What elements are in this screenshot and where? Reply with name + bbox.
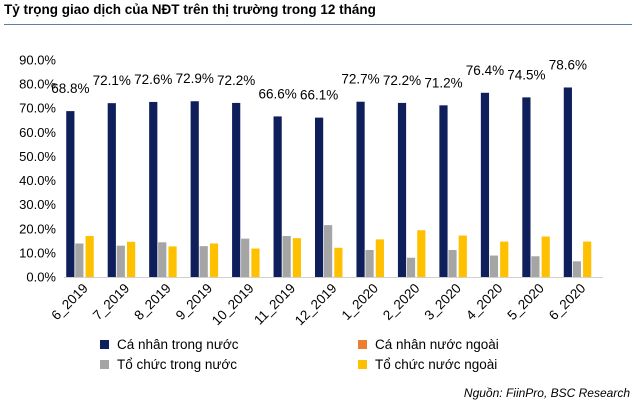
bar-4 bbox=[375, 239, 384, 277]
x-tick-label: 11_2019 bbox=[251, 281, 298, 328]
x-tick-label: 12_2019 bbox=[292, 281, 340, 329]
legend-item-ca-nhan-nuoc-ngoai: Cá nhân nước ngoài bbox=[358, 337, 499, 352]
bar-4 bbox=[583, 241, 592, 277]
data-label: 72.2% bbox=[383, 73, 421, 88]
legend-swatch bbox=[358, 340, 367, 349]
y-tick-label: 30.0% bbox=[19, 197, 56, 212]
data-label: 72.1% bbox=[93, 73, 131, 88]
bar-3 bbox=[282, 236, 291, 277]
x-tick-label: 8_2019 bbox=[131, 281, 173, 323]
data-label: 74.5% bbox=[507, 67, 545, 82]
source-note: Nguồn: FiinPro, BSC Research bbox=[463, 386, 630, 400]
x-tick-label: 1_2020 bbox=[339, 281, 381, 323]
bar-3 bbox=[116, 245, 125, 277]
y-tick-label: 50.0% bbox=[19, 149, 56, 164]
bar-1 bbox=[356, 101, 365, 277]
bar-3 bbox=[75, 243, 84, 277]
data-label: 72.7% bbox=[341, 72, 379, 87]
x-tick-label: 2_2020 bbox=[380, 281, 422, 323]
bar-3 bbox=[489, 255, 499, 277]
bar-1 bbox=[439, 105, 448, 277]
bar-1 bbox=[66, 111, 75, 277]
x-tick-label: 6_2020 bbox=[546, 281, 588, 323]
bar-3 bbox=[324, 225, 333, 277]
bar-1 bbox=[190, 101, 199, 277]
legend-item-to-chuc-nuoc-ngoai: Tổ chức nước ngoài bbox=[358, 357, 497, 372]
x-tick-label: 4_2020 bbox=[463, 281, 505, 323]
data-label: 78.6% bbox=[549, 57, 587, 72]
y-tick-label: 90.0% bbox=[19, 53, 56, 68]
legend-item-ca-nhan-trong-nuoc: Cá nhân trong nước bbox=[100, 337, 238, 352]
bar-3 bbox=[241, 238, 250, 277]
chart-title: Tỷ trọng giao dịch của NĐT trên thị trườ… bbox=[4, 2, 376, 17]
legend-label: Cá nhân nước ngoài bbox=[375, 337, 499, 352]
bar-3 bbox=[531, 256, 540, 277]
bar-1 bbox=[232, 102, 241, 277]
data-label: 68.8% bbox=[51, 81, 89, 96]
data-label: 72.9% bbox=[176, 71, 214, 86]
bar-1 bbox=[315, 117, 324, 278]
data-label: 66.6% bbox=[258, 86, 296, 101]
y-tick-label: 60.0% bbox=[19, 125, 56, 140]
y-tick-label: 20.0% bbox=[19, 221, 56, 236]
bar-3 bbox=[406, 257, 416, 277]
bar-3 bbox=[448, 249, 457, 277]
bar-4 bbox=[417, 230, 426, 277]
bar-4 bbox=[168, 246, 177, 277]
bar-3 bbox=[365, 249, 374, 277]
y-tick-label: 80.0% bbox=[19, 77, 56, 92]
x-tick-label: 7_2019 bbox=[90, 281, 132, 323]
data-label: 71.2% bbox=[424, 75, 462, 90]
bar-1 bbox=[480, 92, 490, 278]
bar-4 bbox=[209, 243, 219, 277]
bar-4 bbox=[251, 248, 260, 277]
data-label: 66.1% bbox=[300, 88, 338, 103]
bar-1 bbox=[149, 101, 158, 277]
bar-1 bbox=[522, 97, 531, 277]
x-tick-label: 3_2020 bbox=[422, 281, 464, 323]
y-tick-label: 10.0% bbox=[19, 245, 56, 260]
bar-4 bbox=[292, 238, 302, 277]
legend-label: Cá nhân trong nước bbox=[117, 337, 239, 352]
bar-4 bbox=[334, 247, 343, 277]
legend-item-to-chuc-trong-nuoc: Tổ chức trong nước bbox=[100, 357, 237, 372]
legend-swatch bbox=[100, 360, 109, 369]
bar-3 bbox=[572, 261, 581, 277]
bar-4 bbox=[85, 236, 94, 277]
bar-3 bbox=[158, 242, 167, 277]
x-tick-label: 5_2020 bbox=[504, 281, 546, 323]
bar-4 bbox=[458, 235, 467, 277]
bar-1 bbox=[273, 116, 282, 277]
legend-swatch bbox=[100, 340, 109, 349]
bar-1 bbox=[563, 87, 572, 277]
legend-label: Tổ chức nước ngoài bbox=[375, 357, 498, 372]
bar-1 bbox=[107, 103, 116, 277]
data-label: 72.2% bbox=[217, 73, 255, 88]
legend-swatch bbox=[358, 360, 367, 369]
bar-4 bbox=[126, 241, 136, 277]
data-label: 72.6% bbox=[134, 72, 172, 87]
bar-4 bbox=[541, 236, 550, 277]
legend-label: Tổ chức trong nước bbox=[117, 357, 237, 372]
title-underline bbox=[4, 24, 632, 25]
bar-3 bbox=[199, 246, 208, 277]
x-tick-label: 10_2019 bbox=[209, 281, 257, 329]
y-tick-label: 0.0% bbox=[26, 270, 56, 285]
y-tick-label: 40.0% bbox=[19, 173, 56, 188]
bar-1 bbox=[397, 102, 407, 277]
bar-4 bbox=[500, 241, 509, 277]
data-label: 76.4% bbox=[466, 63, 504, 78]
y-tick-label: 70.0% bbox=[19, 101, 56, 116]
x-tick-label: 6_2019 bbox=[48, 281, 90, 323]
